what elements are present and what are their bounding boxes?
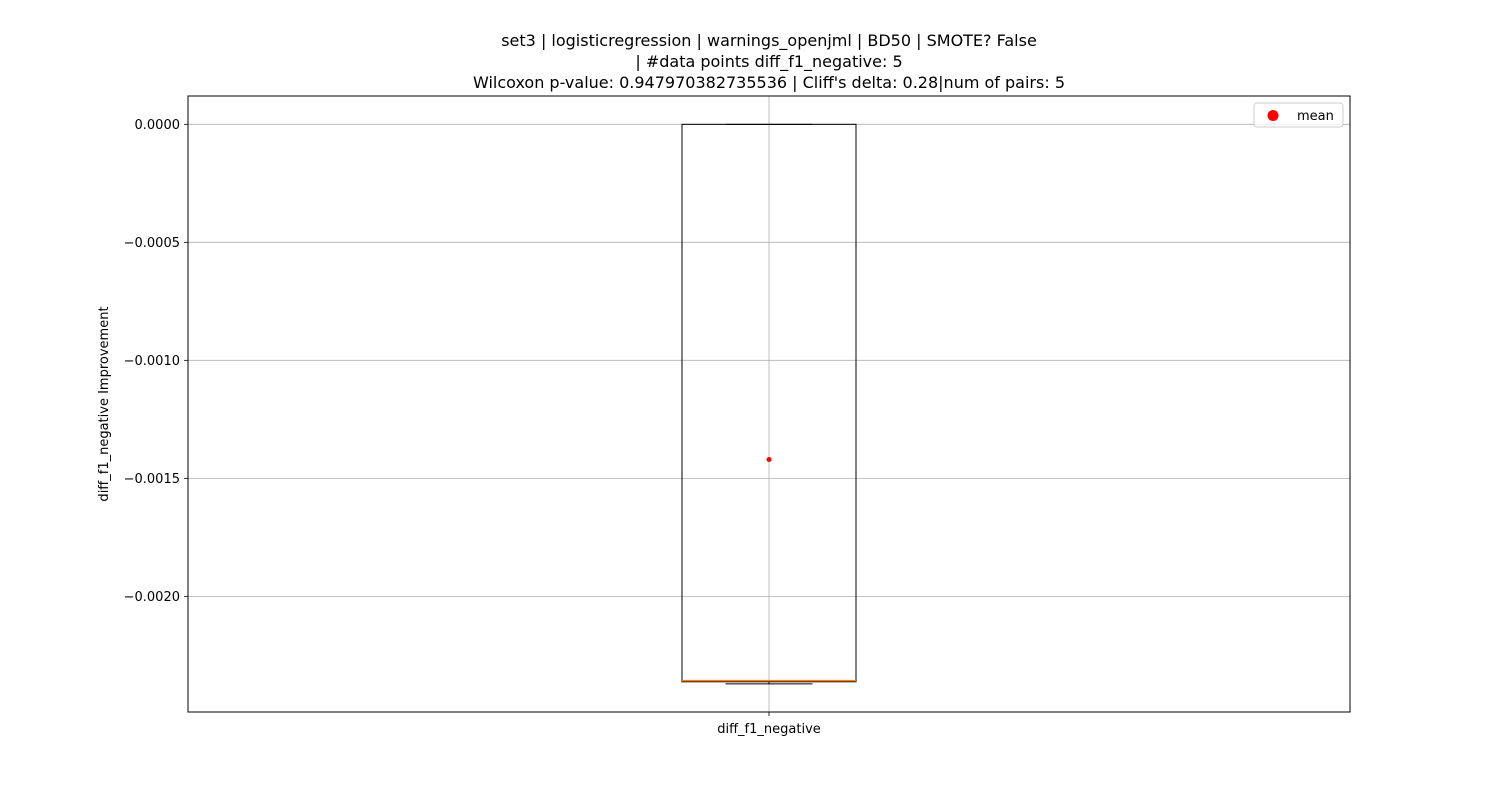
axes: 0.0000 −0.0005 −0.0010 −0.0015 −0.0020 diff_f…	[124, 95, 1351, 737]
y-tick-label: 0.0000	[135, 118, 181, 133]
legend-mean-label: mean	[1297, 109, 1334, 124]
mean-marker	[766, 456, 772, 462]
title-line-1: set3 | logisticregression | warnings_ope…	[501, 31, 1037, 51]
y-axis-label: diff_f1_negative Improvement	[97, 306, 112, 501]
legend-frame	[1253, 102, 1344, 128]
plot-frame	[187, 95, 1351, 713]
y-tick-label: −0.0020	[124, 590, 180, 605]
y-tick-label: −0.0005	[124, 236, 180, 251]
y-tick-label: −0.0015	[124, 472, 180, 487]
chart-title: set3 | logisticregression | warnings_ope…	[473, 31, 1065, 92]
title-line-2: | #data points diff_f1_negative: 5	[635, 52, 902, 72]
y-tick-label: −0.0010	[124, 354, 180, 369]
legend-mean-marker	[1267, 110, 1279, 121]
title-line-3: Wilcoxon p-value: 0.947970382735536 | Cl…	[473, 73, 1065, 92]
box-body	[681, 123, 857, 683]
x-tick-label: diff_f1_negative	[717, 722, 821, 737]
plot-marks	[681, 123, 857, 685]
legend: mean	[1253, 102, 1344, 128]
grid-lines	[188, 96, 1350, 712]
